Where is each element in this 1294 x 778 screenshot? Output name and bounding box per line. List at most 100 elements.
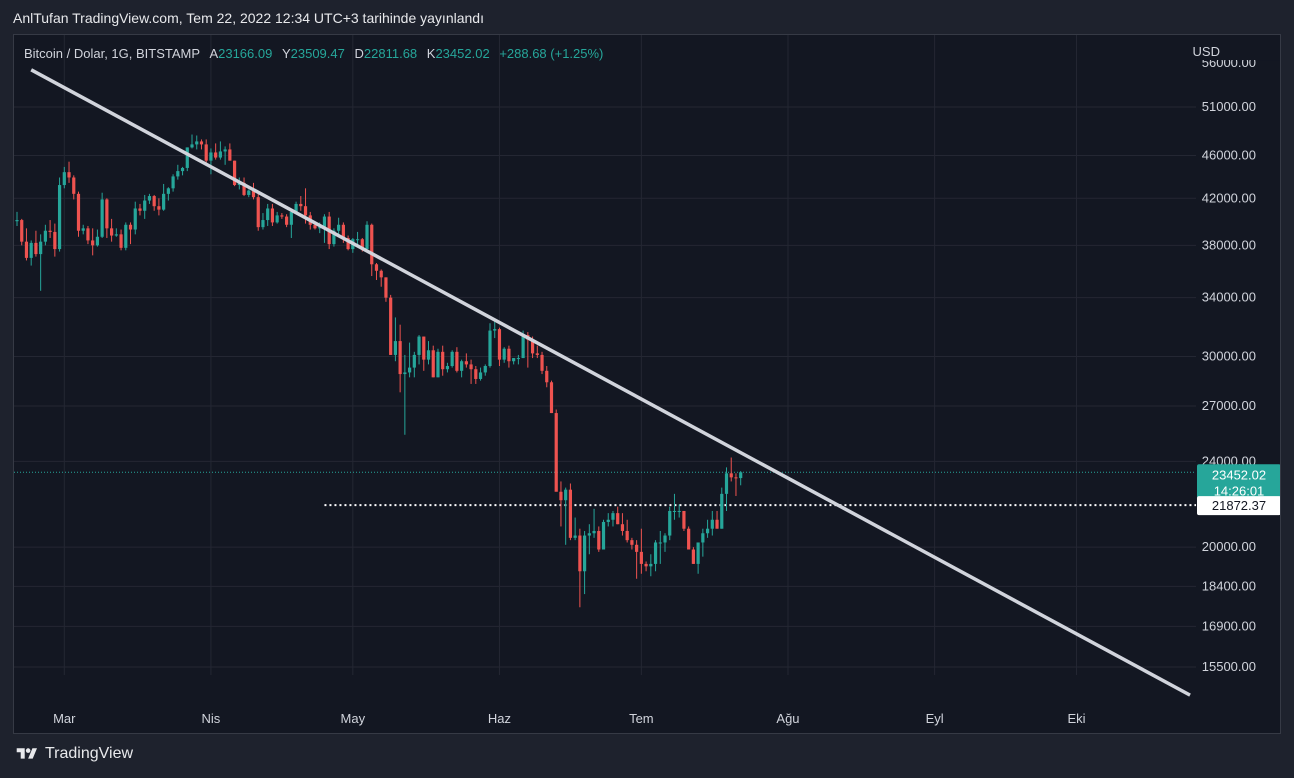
- candle-body[interactable]: [587, 533, 591, 536]
- candle-body[interactable]: [29, 242, 33, 258]
- candle-body[interactable]: [332, 230, 336, 245]
- candle-body[interactable]: [247, 190, 251, 195]
- candle-body[interactable]: [204, 144, 208, 161]
- candle-body[interactable]: [190, 144, 194, 148]
- candle-body[interactable]: [469, 364, 473, 370]
- candle-body[interactable]: [507, 348, 511, 362]
- candle-body[interactable]: [171, 176, 175, 189]
- candle-body[interactable]: [668, 510, 672, 536]
- chart-pane[interactable]: 51000.00 46000.00 42000.00 38000.00 34000.00…: [13, 34, 1281, 734]
- candle-body[interactable]: [275, 215, 279, 223]
- candle-body[interactable]: [521, 335, 525, 359]
- candle-body[interactable]: [601, 521, 606, 550]
- candle-body[interactable]: [677, 510, 681, 512]
- candle-body[interactable]: [39, 241, 43, 255]
- candle-body[interactable]: [592, 530, 596, 534]
- candle-body[interactable]: [15, 220, 19, 222]
- candle-body[interactable]: [370, 224, 374, 265]
- candle-body[interactable]: [180, 167, 185, 172]
- candle-body[interactable]: [403, 372, 407, 375]
- candle-body[interactable]: [152, 196, 156, 207]
- candle-body[interactable]: [280, 215, 284, 217]
- candle-body[interactable]: [639, 551, 643, 564]
- downtrend-line[interactable]: [30, 68, 1191, 697]
- candle-body[interactable]: [256, 197, 260, 228]
- candle-body[interactable]: [43, 230, 47, 242]
- candle-body[interactable]: [91, 240, 95, 246]
- candle-body[interactable]: [474, 369, 478, 379]
- candle-body[interactable]: [124, 224, 128, 248]
- candle-body[interactable]: [195, 141, 199, 145]
- candle-body[interactable]: [289, 211, 293, 225]
- candle-body[interactable]: [701, 533, 705, 543]
- candle-body[interactable]: [322, 216, 327, 228]
- last-price-tag[interactable]: [1197, 464, 1280, 499]
- candle-body[interactable]: [214, 152, 218, 158]
- candle-body[interactable]: [559, 491, 563, 501]
- candle-body[interactable]: [261, 220, 265, 228]
- candle-body[interactable]: [407, 367, 412, 373]
- candle-body[interactable]: [379, 270, 383, 278]
- candle-body[interactable]: [620, 524, 625, 531]
- candle-body[interactable]: [119, 234, 123, 248]
- candle-body[interactable]: [611, 513, 615, 520]
- candle-body[interactable]: [720, 493, 724, 529]
- candle-body[interactable]: [199, 141, 204, 145]
- candle-body[interactable]: [635, 544, 639, 552]
- candle-body[interactable]: [133, 208, 137, 230]
- candle-body[interactable]: [554, 413, 558, 492]
- candle-body[interactable]: [384, 277, 388, 298]
- candle-body[interactable]: [488, 330, 492, 367]
- candle-body[interactable]: [232, 160, 237, 186]
- candle-body[interactable]: [540, 354, 544, 371]
- candle-body[interactable]: [48, 230, 52, 232]
- candle-body[interactable]: [739, 472, 743, 479]
- candle-body[interactable]: [441, 351, 445, 370]
- candle-body[interactable]: [337, 224, 341, 231]
- candle-body[interactable]: [24, 241, 29, 258]
- candle-body[interactable]: [20, 220, 24, 242]
- candle-body[interactable]: [705, 528, 710, 534]
- candle-body[interactable]: [303, 206, 308, 216]
- candle-body[interactable]: [530, 339, 535, 354]
- candle-body[interactable]: [162, 193, 166, 210]
- level-price-tag[interactable]: [1197, 496, 1280, 516]
- candle-body[interactable]: [696, 542, 700, 564]
- candle-body[interactable]: [270, 208, 275, 223]
- price-chart[interactable]: 51000.00 46000.00 42000.00 38000.00 34000.00…: [14, 35, 1280, 733]
- candle-body[interactable]: [242, 182, 246, 195]
- candle-body[interactable]: [597, 530, 601, 550]
- candle-body[interactable]: [110, 228, 114, 236]
- candle-body[interactable]: [228, 149, 232, 161]
- candle-body[interactable]: [445, 366, 450, 370]
- candle-body[interactable]: [653, 542, 658, 564]
- candle-body[interactable]: [568, 489, 573, 538]
- candle-body[interactable]: [266, 208, 270, 221]
- candle-body[interactable]: [209, 152, 213, 161]
- candle-body[interactable]: [710, 519, 714, 529]
- candle-body[interactable]: [649, 563, 653, 567]
- currency-label[interactable]: USD: [1192, 44, 1220, 59]
- candle-body[interactable]: [299, 203, 303, 207]
- candle-body[interactable]: [114, 234, 118, 236]
- candle-body[interactable]: [497, 329, 502, 360]
- candle-body[interactable]: [34, 242, 38, 255]
- candle-body[interactable]: [691, 549, 695, 564]
- candle-body[interactable]: [672, 510, 677, 512]
- candle-body[interactable]: [431, 350, 435, 378]
- candle-body[interactable]: [606, 519, 610, 522]
- candle-body[interactable]: [53, 231, 57, 250]
- candle-body[interactable]: [426, 350, 431, 360]
- candle-body[interactable]: [294, 203, 298, 212]
- candle-body[interactable]: [455, 351, 459, 371]
- candle-body[interactable]: [176, 171, 180, 177]
- candle-body[interactable]: [95, 236, 100, 246]
- candle-body[interactable]: [105, 199, 109, 229]
- candle-body[interactable]: [374, 264, 379, 271]
- candle-body[interactable]: [128, 224, 133, 230]
- candle-body[interactable]: [138, 208, 142, 211]
- candle-body[interactable]: [100, 199, 104, 237]
- candle-body[interactable]: [564, 489, 568, 501]
- candle-body[interactable]: [625, 530, 629, 541]
- candle-body[interactable]: [663, 535, 667, 543]
